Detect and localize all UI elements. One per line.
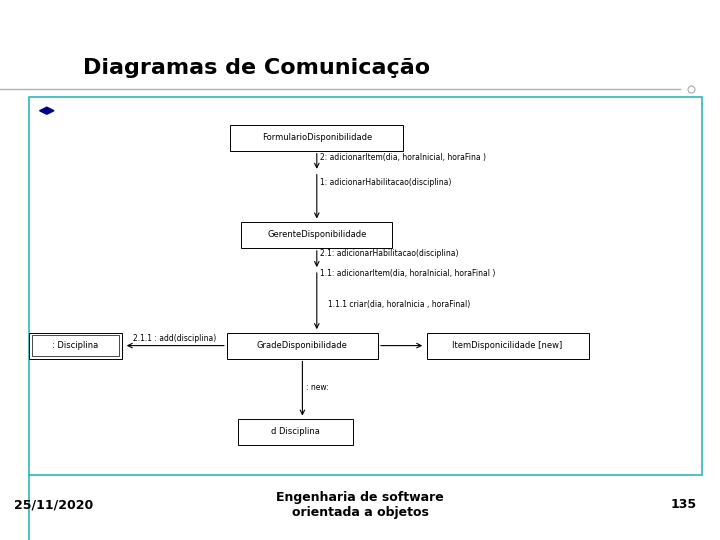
FancyBboxPatch shape [29, 97, 702, 475]
FancyBboxPatch shape [426, 333, 588, 359]
FancyBboxPatch shape [32, 335, 119, 356]
Text: 1.1: adicionarItem(dia, horaInicial, horaFinal ): 1.1: adicionarItem(dia, horaInicial, hor… [320, 268, 496, 278]
Text: 25/11/2020: 25/11/2020 [14, 498, 94, 511]
Text: 2.1.1 : add(disciplina): 2.1.1 : add(disciplina) [133, 334, 217, 343]
Text: ItemDisponicilidade [new]: ItemDisponicilidade [new] [452, 341, 563, 350]
FancyBboxPatch shape [227, 333, 378, 359]
Text: : new:: : new: [306, 382, 329, 392]
Text: FormularioDisponibilidade: FormularioDisponibilidade [261, 133, 372, 142]
Text: GerenteDisponibilidade: GerenteDisponibilidade [267, 231, 366, 239]
Text: 135: 135 [671, 498, 697, 511]
Text: 2: adicionarItem(dia, horaInicial, horaFina ): 2: adicionarItem(dia, horaInicial, horaF… [320, 153, 487, 162]
Text: 1.1.1 criar(dia, horaInicia , horaFinal): 1.1.1 criar(dia, horaInicia , horaFinal) [328, 300, 470, 309]
FancyBboxPatch shape [230, 125, 403, 151]
Text: Diagramas de Comunicação: Diagramas de Comunicação [83, 58, 430, 78]
Text: : Disciplina: : Disciplina [53, 341, 99, 350]
FancyBboxPatch shape [29, 333, 122, 359]
FancyBboxPatch shape [238, 419, 353, 445]
Text: GradeDisponibilidade: GradeDisponibilidade [257, 341, 348, 350]
FancyBboxPatch shape [241, 222, 392, 248]
Text: 1: adicionarHabilitacao(disciplina): 1: adicionarHabilitacao(disciplina) [320, 178, 451, 187]
Text: 2.1: adicionarHabilitacao(disciplina): 2.1: adicionarHabilitacao(disciplina) [320, 249, 459, 258]
Polygon shape [40, 107, 54, 114]
Text: d Disciplina: d Disciplina [271, 428, 320, 436]
Text: Engenharia de software
orientada a objetos: Engenharia de software orientada a objet… [276, 491, 444, 519]
